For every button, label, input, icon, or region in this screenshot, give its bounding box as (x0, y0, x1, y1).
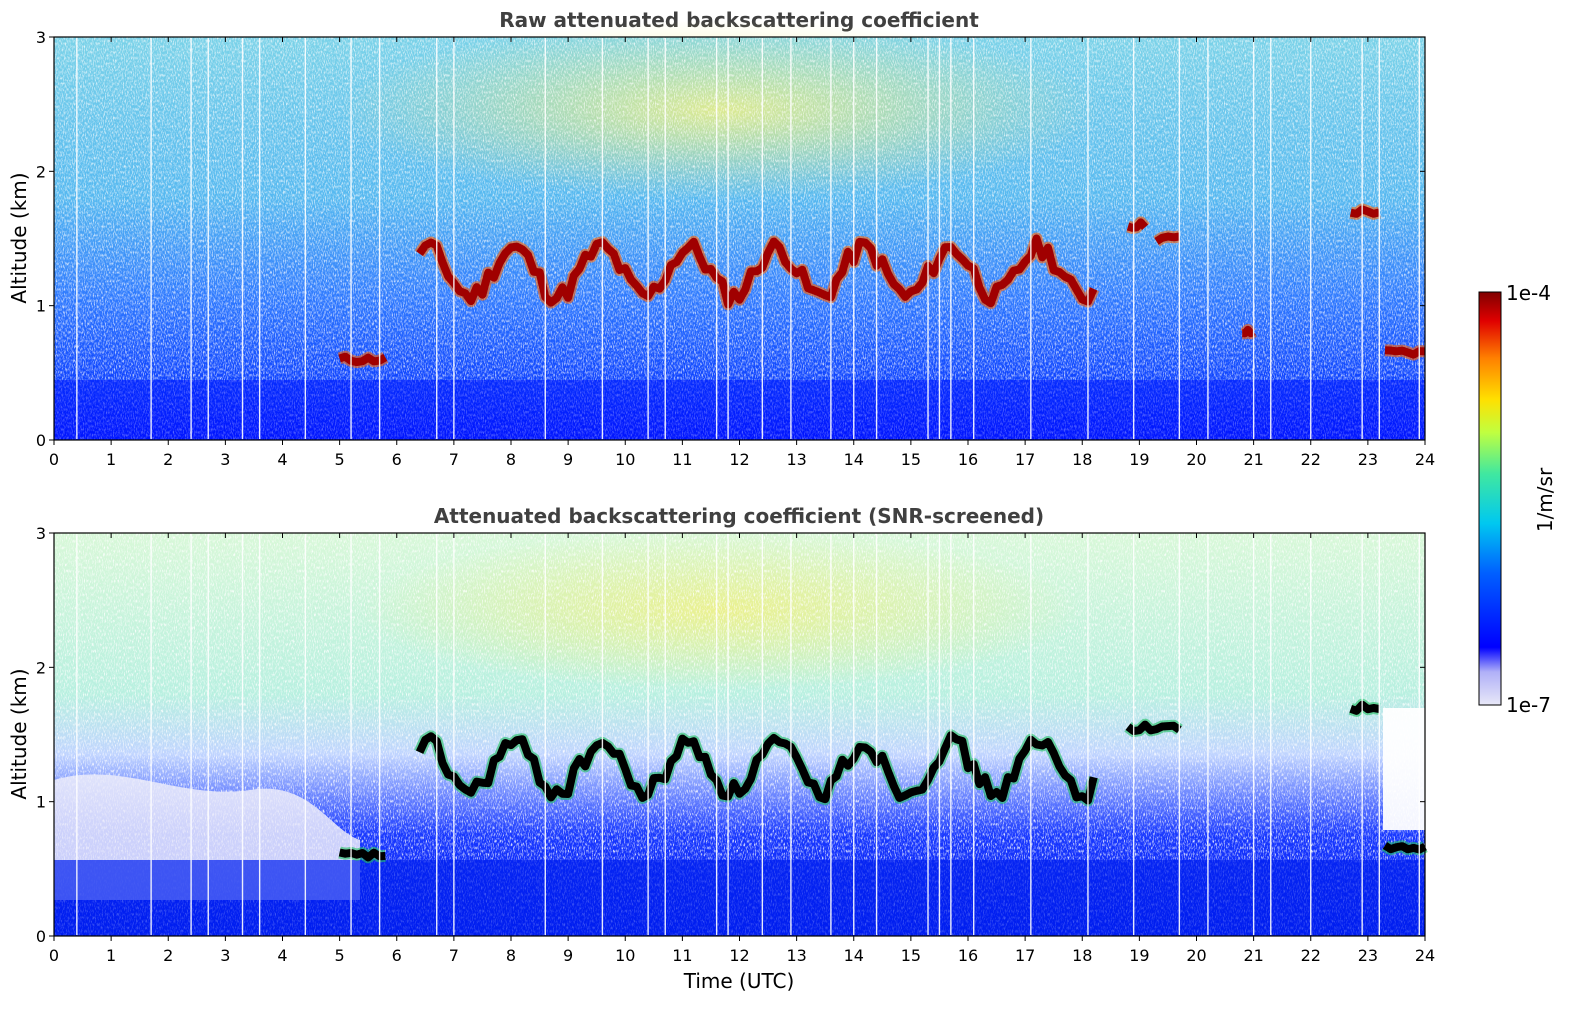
raw-y-axis: 0 1 2 3 (36, 28, 1425, 450)
raw-y-tick-label: 3 (36, 28, 46, 47)
cloud-layer (1384, 346, 1426, 359)
screened-x-axis: 0 1 2 3 4 5 6 7 8 9 10 11 12 13 14 15 16 17 18 19 20 21 22 23 24 (49, 533, 1435, 965)
raw-x-tick-label: 23 (1358, 450, 1378, 469)
cloud-layer (1154, 232, 1180, 245)
raw-x-tick-label: 10 (615, 450, 635, 469)
cloud-layer (338, 352, 388, 367)
raw-backscatter-panel: Raw attenuated backscattering coefficien… (7, 8, 1435, 469)
raw-data-gaps (76, 38, 1420, 439)
screened-data-gaps (76, 534, 1420, 935)
screened-x-tick-label: 19 (1129, 946, 1149, 965)
screened-x-tick-label: 15 (901, 946, 921, 965)
cloud-layer (1241, 325, 1256, 338)
screened-x-tick-label: 5 (335, 946, 345, 965)
cloud-layer (338, 848, 386, 862)
cloud-layer (1349, 205, 1381, 218)
screened-x-tick-label: 8 (506, 946, 516, 965)
screened-x-tick-label: 9 (563, 946, 573, 965)
raw-x-tick-label: 3 (220, 450, 230, 469)
screened-y-axis: 0 1 2 3 (36, 524, 1425, 946)
cloud-layer (416, 234, 1098, 309)
raw-x-tick-label: 19 (1129, 450, 1149, 469)
raw-heatmap (54, 20, 1426, 440)
screened-x-tick-label: 17 (1015, 946, 1035, 965)
screened-x-tick-label: 21 (1243, 946, 1263, 965)
raw-x-tick-label: 7 (449, 450, 459, 469)
raw-x-axis: 0 1 2 3 4 5 6 7 8 9 10 11 12 13 14 15 16 17 18 19 20 21 22 23 24 (49, 37, 1435, 469)
screened-x-tick-label: 20 (1186, 946, 1206, 965)
screened-x-tick-label: 0 (49, 946, 59, 965)
screened-x-tick-label: 2 (163, 946, 173, 965)
raw-x-tick-label: 22 (1301, 450, 1321, 469)
screened-y-tick-label: 3 (36, 524, 46, 543)
screened-x-tick-label: 12 (729, 946, 749, 965)
screened-x-tick-label: 13 (786, 946, 806, 965)
colorbar-min-label: 1e-7 (1506, 693, 1551, 717)
screened-x-tick-label: 10 (615, 946, 635, 965)
raw-x-tick-label: 18 (1072, 450, 1092, 469)
raw-x-tick-label: 13 (786, 450, 806, 469)
screened-y-tick-label: 1 (36, 793, 46, 812)
colorbar-unit-label: 1/m/sr (1533, 467, 1557, 532)
cloud-layer (1382, 842, 1427, 854)
raw-y-axis-label: Altitude (km) (7, 172, 31, 303)
raw-x-tick-label: 2 (163, 450, 173, 469)
raw-x-tick-label: 14 (844, 450, 864, 469)
screened-x-tick-label: 22 (1301, 946, 1321, 965)
raw-x-tick-label: 15 (901, 450, 921, 469)
raw-y-tick-label: 2 (36, 162, 46, 181)
screened-backscatter-panel: Attenuated backscattering coefficient (S… (7, 504, 1435, 993)
raw-x-tick-label: 17 (1015, 450, 1035, 469)
screened-x-tick-label: 1 (106, 946, 116, 965)
screened-panel-title: Attenuated backscattering coefficient (S… (434, 504, 1044, 528)
raw-y-tick-label: 1 (36, 297, 46, 316)
screened-heatmap (54, 530, 1428, 936)
screened-x-tick-label: 23 (1358, 946, 1378, 965)
screened-x-tick-label: 3 (220, 946, 230, 965)
raw-x-tick-label: 8 (506, 450, 516, 469)
raw-x-tick-label: 1 (106, 450, 116, 469)
cloud-layer (1126, 218, 1149, 232)
colorbar: 1e-4 1e-7 1/m/sr (1478, 281, 1557, 717)
cloud-layer (1125, 720, 1182, 736)
screened-y-axis-label: Altitude (km) (7, 668, 31, 799)
raw-x-tick-label: 24 (1415, 450, 1435, 469)
raw-y-tick-label: 0 (36, 431, 46, 450)
screened-x-tick-label: 14 (844, 946, 864, 965)
raw-cloud-layers (337, 203, 1426, 369)
screened-x-tick-label: 4 (277, 946, 287, 965)
screened-x-tick-label: 24 (1415, 946, 1435, 965)
cloud-layer (415, 731, 1098, 805)
screened-y-tick-label: 2 (36, 658, 46, 677)
screened-x-tick-label: 6 (392, 946, 402, 965)
raw-x-tick-label: 20 (1186, 450, 1206, 469)
x-axis-label: Time (UTC) (683, 969, 795, 993)
screened-x-tick-label: 18 (1072, 946, 1092, 965)
screened-cloud-layers (338, 698, 1428, 864)
screened-x-tick-label: 16 (958, 946, 978, 965)
raw-x-tick-label: 12 (729, 450, 749, 469)
raw-x-tick-label: 11 (672, 450, 692, 469)
raw-x-tick-label: 6 (392, 450, 402, 469)
cloud-layer (1349, 700, 1380, 715)
raw-x-tick-label: 21 (1243, 450, 1263, 469)
raw-x-tick-label: 0 (49, 450, 59, 469)
raw-x-tick-label: 9 (563, 450, 573, 469)
raw-x-tick-label: 5 (335, 450, 345, 469)
raw-x-tick-label: 4 (277, 450, 287, 469)
colorbar-gradient (1478, 291, 1502, 706)
colorbar-max-label: 1e-4 (1506, 281, 1551, 305)
screened-x-tick-label: 11 (672, 946, 692, 965)
screened-x-tick-label: 7 (449, 946, 459, 965)
screened-y-tick-label: 0 (36, 927, 46, 946)
raw-x-tick-label: 16 (958, 450, 978, 469)
